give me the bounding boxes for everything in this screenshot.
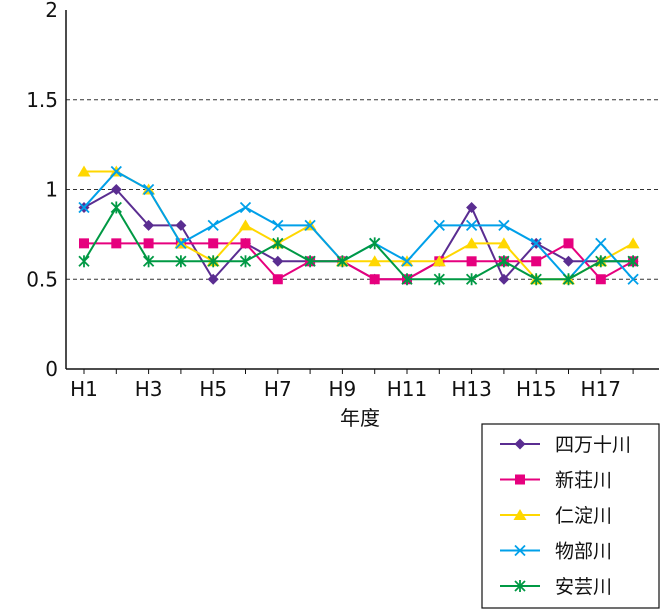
data-point	[79, 238, 89, 249]
legend-label: 四万十川	[555, 434, 631, 456]
legend-marker	[513, 509, 527, 520]
data-point	[272, 255, 284, 267]
data-point	[465, 219, 478, 232]
data-point	[175, 237, 187, 249]
data-point	[142, 255, 155, 268]
data-point	[433, 273, 445, 286]
data-point	[595, 255, 607, 268]
data-point	[143, 219, 155, 231]
data-point	[207, 255, 219, 268]
data-point	[401, 273, 413, 286]
x-tick-label: H17	[581, 377, 622, 401]
data-point	[175, 219, 187, 231]
data-point	[111, 238, 122, 249]
y-tick-label: 0	[45, 357, 58, 381]
legend-marker	[514, 580, 526, 592]
data-point	[498, 255, 510, 268]
x-tick-label: H11	[387, 377, 428, 401]
data-point	[368, 255, 382, 267]
x-tick-label: H15	[516, 377, 557, 401]
data-point	[272, 274, 283, 285]
data-point	[77, 165, 91, 177]
data-point	[563, 255, 574, 267]
data-point	[304, 255, 316, 268]
series-line	[84, 242, 634, 281]
data-point	[272, 219, 284, 232]
y-tick-label: 0.5	[26, 267, 58, 291]
data-point	[432, 255, 446, 267]
data-point	[498, 219, 510, 232]
data-point	[626, 237, 640, 249]
x-tick-label: H7	[264, 377, 292, 401]
data-point	[466, 256, 477, 267]
series-line	[83, 205, 634, 281]
series-line	[83, 188, 634, 282]
x-tick-label: H5	[199, 377, 227, 401]
data-point	[433, 219, 445, 232]
x-tick-label: H9	[329, 377, 357, 401]
data-point	[207, 273, 219, 285]
legend-label: 仁淀川	[555, 505, 612, 527]
data-point	[595, 237, 607, 249]
x-tick-label: H3	[135, 377, 163, 401]
data-point	[78, 201, 90, 214]
plot-area: 0 0.5 1 1.5 2 H1 H3 H5 H7 H9 H11 H13 H15 H17	[26, 0, 659, 401]
legend-marker	[515, 474, 525, 485]
data-point	[110, 165, 122, 178]
data-point	[530, 273, 542, 286]
data-point	[336, 255, 349, 268]
data-point	[240, 238, 251, 249]
data-point	[304, 219, 316, 232]
y-tick-label: 1.5	[26, 88, 58, 112]
data-point	[465, 273, 478, 286]
data-point	[530, 237, 542, 249]
data-point	[627, 273, 639, 285]
data-point	[239, 219, 252, 231]
data-point	[110, 184, 122, 195]
x-axis-title: 年度	[340, 406, 380, 430]
legend-label: 新荘川	[555, 470, 612, 492]
x-tick-label: H1	[70, 377, 98, 401]
y-tick-label: 1	[45, 178, 58, 202]
data-point	[208, 238, 219, 249]
legend-label: 安芸川	[555, 576, 612, 598]
data-point	[239, 201, 252, 214]
data-point	[143, 238, 154, 249]
data-point	[142, 183, 155, 196]
data-point	[369, 237, 381, 250]
y-tick-label: 2	[45, 0, 58, 22]
data-point	[498, 273, 510, 285]
data-point	[563, 238, 574, 249]
x-tick-label: H13	[451, 377, 492, 401]
data-point	[595, 274, 606, 285]
data-point	[78, 255, 90, 268]
legend-marker	[514, 438, 526, 450]
data-point	[465, 237, 479, 249]
legend-marker	[514, 544, 526, 557]
data-point	[627, 255, 639, 268]
data-point	[239, 255, 252, 268]
data-point	[110, 201, 122, 214]
data-point	[175, 255, 187, 268]
data-point	[562, 273, 575, 286]
data-point	[497, 237, 511, 249]
legend-label: 物部川	[555, 541, 612, 563]
data-point	[272, 237, 284, 250]
data-point	[369, 274, 380, 285]
data-point	[466, 201, 478, 213]
data-point	[401, 255, 413, 267]
data-point	[207, 219, 219, 232]
data-point	[531, 256, 542, 267]
